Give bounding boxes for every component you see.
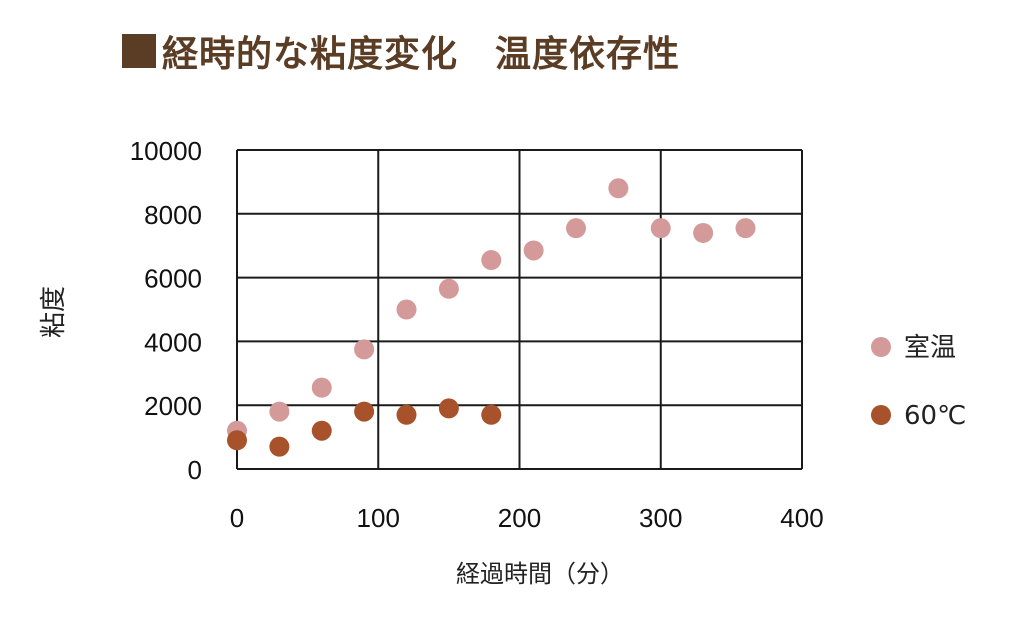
chart-title: 経時的な粘度変化 温度依存性 (122, 26, 680, 76)
data-point-series-1 (311, 420, 332, 441)
y-tick-label: 2000 (144, 391, 202, 421)
data-point-series-0 (438, 278, 459, 299)
legend-label: 60℃ (904, 401, 966, 431)
y-tick-label: 10000 (130, 136, 202, 166)
data-point-series-1 (481, 404, 502, 425)
y-tick-label: 6000 (144, 264, 202, 294)
y-axis-label: 粘度 (39, 286, 69, 338)
data-point-series-0 (650, 218, 671, 239)
data-point-series-0 (523, 240, 544, 261)
x-tick-label: 300 (639, 503, 682, 533)
data-point-series-0 (396, 299, 417, 320)
data-point-series-1 (438, 398, 459, 419)
x-tick-label: 0 (230, 503, 244, 533)
data-points (227, 178, 756, 457)
y-tick-labels: 0 2000 4000 6000 8000 10000 (130, 136, 202, 485)
data-point-series-0 (354, 339, 375, 360)
title-square-icon (122, 34, 156, 68)
grid-lines (236, 149, 803, 470)
data-point-series-0 (481, 250, 502, 271)
x-axis-label: 経過時間（分） (456, 560, 624, 588)
data-point-series-0 (693, 222, 714, 243)
legend-marker (871, 337, 891, 357)
data-point-series-1 (396, 404, 417, 425)
y-tick-label: 8000 (144, 200, 202, 230)
y-tick-label: 4000 (144, 327, 202, 357)
data-point-series-0 (566, 218, 586, 239)
x-tick-labels: 0 100 200 300 400 (230, 503, 824, 533)
x-tick-label: 400 (780, 503, 823, 533)
x-tick-label: 200 (498, 503, 541, 533)
legend-label: 室温 (904, 333, 956, 363)
data-point-series-1 (269, 436, 290, 457)
legend: 室温 60℃ (871, 333, 966, 431)
data-point-series-1 (354, 401, 375, 422)
x-tick-label: 100 (357, 503, 400, 533)
data-point-series-0 (608, 178, 629, 199)
data-point-series-1 (227, 430, 247, 451)
legend-marker (871, 405, 891, 425)
chart-title-text: 経時的な粘度変化 温度依存性 (162, 34, 681, 75)
y-tick-label: 0 (188, 455, 202, 485)
data-point-series-0 (269, 401, 290, 422)
data-point-series-0 (735, 218, 756, 239)
data-point-series-0 (311, 377, 332, 398)
